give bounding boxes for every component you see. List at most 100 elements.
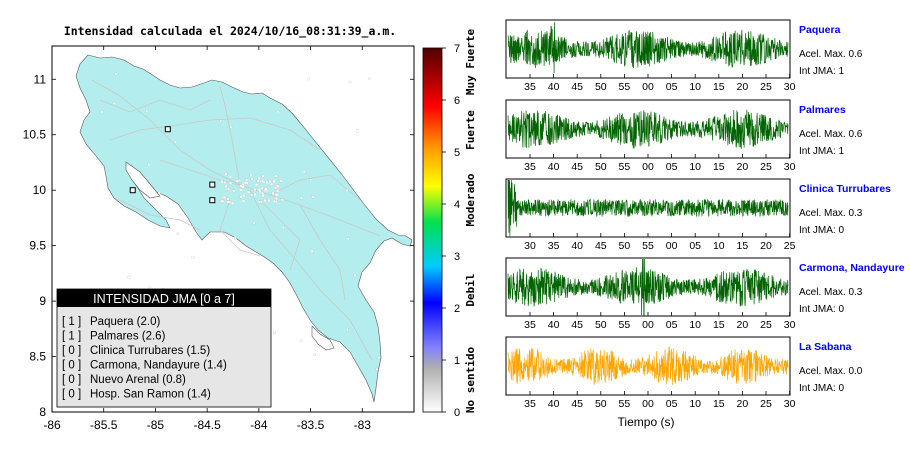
map-point — [239, 195, 243, 199]
accelerogram-panels: 35 40 45 50 55 00 05 10 15 20 25 30 Paquera Acel. Max… — [505, 19, 905, 410]
map-point — [232, 189, 236, 193]
trace-tick-label: 35 — [524, 81, 536, 93]
map-point — [309, 178, 312, 181]
map-y-tick-label: 11 — [34, 72, 47, 86]
trace-station-name: La Sabana — [799, 341, 852, 353]
map-point — [275, 197, 278, 200]
map-point — [346, 328, 349, 331]
map-y-tick-label: 9.5 — [29, 239, 46, 253]
colorbar-tick-label: 5 — [454, 147, 460, 159]
trace-tick-label: 10 — [689, 319, 701, 331]
station-markers — [129, 126, 216, 204]
map-point — [268, 180, 272, 183]
map-point — [226, 200, 230, 204]
map-points — [100, 72, 381, 371]
colorbar-label: Moderado — [464, 173, 477, 226]
map-x-tick-label: -85 — [147, 418, 165, 432]
trace-tick-label: 25 — [760, 398, 772, 410]
map-point — [100, 110, 103, 114]
map-x-tick-label: -86 — [43, 418, 61, 432]
map-point — [307, 77, 311, 81]
intensity-colorbar: 0 1 2 3 4 5 6 7 No sentido Debil Moderado Fuerte Mu… — [422, 29, 477, 419]
trace-xlabel: Tiempo (s) — [618, 415, 675, 429]
trace-tick-label: 50 — [619, 240, 631, 252]
legend-item-intensity: [ 0 ] — [62, 360, 81, 372]
map-point — [229, 125, 233, 129]
trace-tick-label: 25 — [760, 81, 772, 93]
trace-tick-label: 45 — [595, 240, 607, 252]
trace-tick-label: 35 — [524, 161, 536, 173]
trace-panel: 30 35 40 45 50 55 00 05 10 15 20 25 Clinica Turrubar… — [505, 178, 891, 252]
map-point — [220, 180, 224, 183]
trace-tick-label: 35 — [524, 398, 536, 410]
map-x-tick-label: -84 — [250, 418, 268, 432]
golfo-dulce — [311, 325, 335, 351]
legend-item-intensity: [ 0 ] — [62, 345, 81, 357]
map-panel: -86 -85.5 -85 -84.5 -84 -83.5 -83 11 10.5 10 9.5 9 8… — [23, 45, 415, 432]
legend-item-name: Hosp. San Ramon (1.4) — [90, 389, 211, 401]
map-point — [310, 250, 314, 253]
trace-panel: 35 40 45 50 55 00 05 10 15 20 25 30 Paquera Acel. Max… — [505, 19, 863, 93]
trace-tick-label: 15 — [737, 240, 749, 252]
trace-waveform — [507, 258, 789, 316]
map-x-tick-label: -83 — [354, 418, 372, 432]
legend-item-intensity: [ 1 ] — [62, 331, 81, 343]
map-point — [231, 202, 234, 205]
trace-tick-label: 45 — [571, 81, 583, 93]
station-marker — [209, 181, 216, 188]
trace-waveform — [507, 22, 789, 74]
trace-tick-label: 40 — [571, 240, 583, 252]
map-point — [221, 199, 224, 203]
trace-tick-label: 25 — [760, 161, 772, 173]
trace-tick-label: 30 — [524, 240, 536, 252]
map-y-tick-label: 8.5 — [29, 350, 46, 364]
trace-tick-label: 30 — [784, 161, 796, 173]
map-point — [260, 186, 264, 190]
map-point — [273, 200, 276, 203]
trace-tick-label: 45 — [571, 161, 583, 173]
legend-item-name: Paquera (2.0) — [90, 316, 160, 328]
map-point — [261, 180, 264, 183]
map-point — [244, 181, 247, 185]
trace-tick-label: 15 — [713, 81, 725, 93]
trace-tick-label: 10 — [713, 240, 725, 252]
colorbar-labels: No sentido Debil Moderado Fuerte Muy Fuerte — [464, 29, 477, 414]
trace-panel: 35 40 45 50 55 00 05 10 15 20 25 30 La Sabana Acel. M… — [505, 336, 863, 410]
colorbar-ticks: 0 1 2 3 4 5 6 7 — [442, 43, 460, 419]
trace-tick-label: 50 — [595, 398, 607, 410]
map-point — [224, 172, 228, 176]
trace-tick-label: 05 — [666, 319, 678, 331]
map-point — [261, 194, 265, 197]
trace-tick-label: 55 — [642, 240, 654, 252]
trace-tick-label: 00 — [666, 240, 678, 252]
trace-tick-label: 40 — [548, 319, 560, 331]
road-network — [91, 79, 381, 361]
trace-panel: 35 40 45 50 55 00 05 10 15 20 25 30 Palmares Acel. Ma… — [505, 99, 863, 173]
map-point — [277, 110, 280, 113]
map-point — [227, 187, 230, 191]
map-point — [114, 72, 117, 76]
map-point — [242, 194, 246, 197]
colorbar-gradient — [422, 47, 443, 413]
map-point — [300, 196, 303, 200]
map-point — [313, 353, 317, 357]
map-point — [303, 170, 306, 173]
map-point — [258, 200, 261, 204]
legend-item-name: Nuevo Arenal (0.8) — [90, 374, 186, 386]
map-point — [250, 177, 254, 181]
trace-acel-max: Acel. Max. 0.6 — [799, 129, 863, 140]
legend-item-intensity: [ 0 ] — [62, 389, 81, 401]
map-point — [267, 199, 271, 202]
trace-tick-label: 20 — [737, 319, 749, 331]
map-point — [255, 183, 258, 187]
map-point — [245, 178, 248, 182]
trace-tick-label: 55 — [619, 319, 631, 331]
legend-header — [57, 289, 271, 307]
legend-item-intensity: [ 1 ] — [62, 316, 81, 328]
trace-tick-label: 50 — [595, 161, 607, 173]
costa-rica-land — [75, 54, 413, 403]
map-point — [127, 276, 131, 279]
map-point — [191, 256, 195, 259]
map-point — [263, 199, 267, 202]
map-y-tick-label: 8 — [39, 405, 46, 419]
